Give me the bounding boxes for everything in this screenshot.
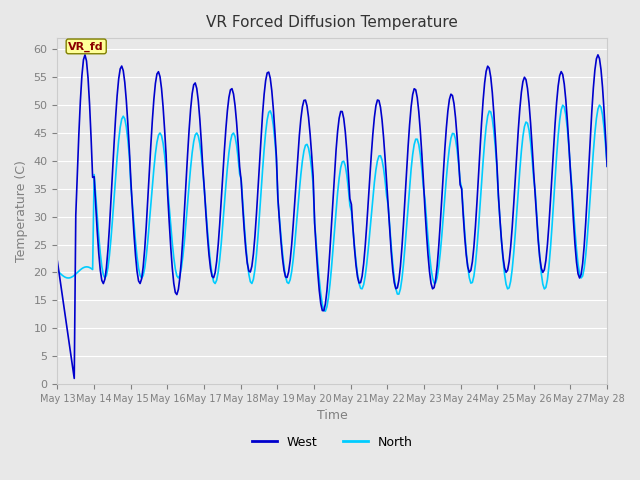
North [294,205,301,211]
West [574,271,582,276]
North [236,171,243,177]
Title: VR Forced Diffusion Temperature: VR Forced Diffusion Temperature [206,15,458,30]
West [219,173,227,179]
West [296,132,303,138]
West [594,52,602,58]
Line: North: North [58,105,607,311]
West [122,97,130,103]
Text: VR_fd: VR_fd [68,41,104,51]
North [218,240,225,246]
X-axis label: Time: Time [317,409,348,422]
West [54,258,61,264]
North [245,271,253,277]
Legend: West, North: West, North [247,431,417,454]
North [321,308,329,314]
North [596,102,604,108]
West [604,164,611,169]
North [604,163,611,169]
North [574,261,582,267]
West [246,269,254,275]
North [54,268,61,274]
West [237,178,245,184]
Line: West: West [58,55,607,378]
Y-axis label: Temperature (C): Temperature (C) [15,160,28,262]
North [121,116,129,122]
West [70,375,78,381]
